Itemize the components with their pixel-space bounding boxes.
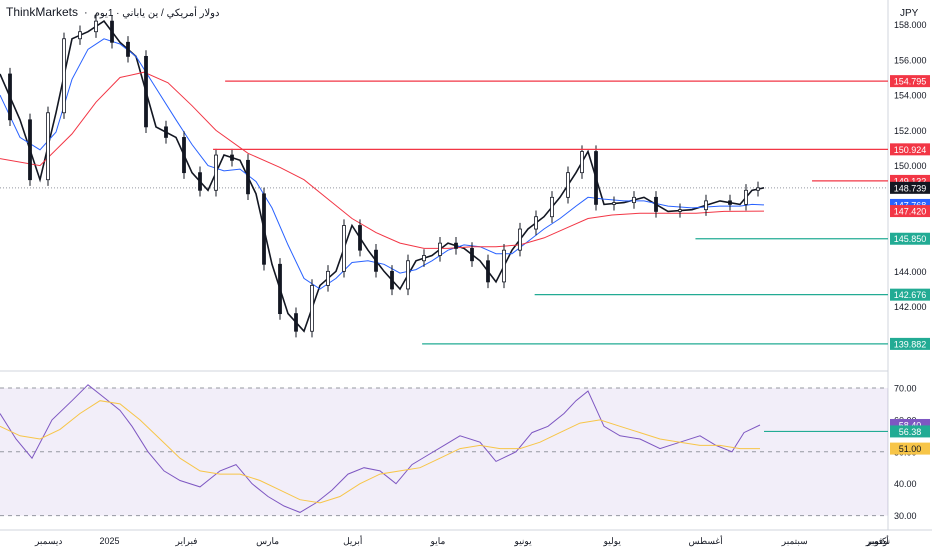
candle-body [756, 187, 760, 191]
candle-body [438, 242, 442, 256]
candle-body [182, 137, 186, 174]
candle-body [486, 260, 490, 283]
level-label: 145.850 [894, 234, 927, 244]
candle-body [230, 154, 234, 161]
candle-body [704, 200, 708, 211]
candle-body [198, 172, 202, 191]
candle-body [728, 200, 732, 205]
candle-body [550, 196, 554, 218]
candle-body [422, 255, 426, 262]
level-label: 149.132 [894, 176, 927, 186]
candle-body [470, 248, 474, 262]
price-tick-label: 156.000 [894, 55, 927, 65]
price-label: 147.420 [894, 207, 927, 217]
candle-body [278, 263, 282, 315]
candle-body [580, 151, 584, 174]
time-tick-label: نوفمبر [865, 536, 890, 547]
time-tick-label: ديسمبر [34, 536, 62, 547]
candle-body [632, 196, 636, 204]
header-separator: · [84, 7, 88, 19]
rsi-value-bg [890, 442, 930, 455]
candle-body [28, 119, 32, 181]
time-tick-label: يوليو [603, 536, 622, 547]
price-label: 148.739 [894, 183, 927, 193]
rsi-value-label: 56.38 [899, 427, 922, 437]
candle-body [294, 313, 298, 332]
level-label-bg [890, 75, 930, 88]
level-label: 154.795 [894, 77, 927, 87]
candle-body [534, 216, 538, 230]
candle-body [164, 126, 168, 138]
candle-body [454, 242, 458, 249]
candle-body [326, 270, 330, 286]
time-tick-label: أغسطس [688, 534, 722, 547]
candle-body [566, 172, 570, 198]
candle-body [502, 249, 506, 283]
candle-body [744, 189, 748, 205]
time-tick-label: أكتوبر [866, 534, 889, 547]
candle-body [246, 159, 250, 195]
candle-body [654, 196, 658, 212]
candle-body [110, 20, 114, 43]
candle-body [310, 285, 314, 332]
time-tick-label: 2025 [99, 536, 119, 546]
broker-name: ThinkMarkets [6, 5, 79, 19]
candle-body [342, 225, 346, 272]
time-tick-label: مايو [430, 536, 446, 547]
rsi-series-rsi [0, 384, 761, 513]
candle-body [46, 112, 50, 181]
chart-header: ThinkMarkets · دولار أمريكي / ين ياباني … [6, 5, 219, 19]
currency-label: JPY [900, 8, 919, 19]
level-label-bg [890, 288, 930, 301]
candle-body [374, 249, 378, 272]
time-tick-label: فبراير [175, 536, 198, 547]
price-tick-label: 144.000 [894, 267, 927, 277]
candle-body [144, 55, 148, 128]
level-label: 142.676 [894, 290, 927, 300]
price-tick-label: 142.000 [894, 302, 927, 312]
candle-body [94, 20, 98, 33]
price-tick-label: 152.000 [894, 126, 927, 136]
level-label-bg [890, 143, 930, 156]
candle-body [62, 38, 66, 114]
rsi-series-rsi_ma [0, 400, 760, 504]
candle-body [78, 31, 82, 40]
candle-body [678, 209, 682, 212]
candle-body [390, 270, 394, 290]
time-tick-label: أبريل [343, 534, 362, 547]
price-label-bg [890, 205, 930, 218]
price-tick-label: 154.000 [894, 91, 927, 101]
rsi-tick-label: 40.00 [894, 479, 917, 489]
rsi-value-bg [890, 425, 930, 438]
time-tick-label: يونيو [514, 536, 533, 547]
candle-body [594, 151, 598, 205]
level-label: 139.882 [894, 339, 927, 349]
candle-body [358, 225, 362, 251]
level-label-bg [890, 337, 930, 350]
price-tick-label: 158.000 [894, 20, 927, 30]
candle-body [612, 202, 616, 205]
series-ma_slow [0, 71, 765, 249]
time-tick-label: سبتمبر [781, 536, 808, 547]
candle-body [262, 193, 266, 265]
rsi-tick-label: 30.00 [894, 511, 917, 521]
candle-body [126, 41, 130, 57]
price-label-bg [890, 181, 930, 194]
time-tick-label: مارس [256, 536, 279, 547]
candle-body [214, 154, 218, 191]
symbol-title[interactable]: دولار أمريكي / ين ياباني · 1يوم [93, 8, 220, 19]
price-tick-label: 150.000 [894, 161, 927, 171]
candle-body [8, 73, 12, 121]
candle-body [518, 228, 522, 251]
rsi-tick-label: 70.00 [894, 383, 917, 393]
rsi-value-label: 51.00 [899, 444, 922, 454]
level-label: 150.924 [894, 145, 927, 155]
level-label-bg [890, 232, 930, 245]
candle-body [406, 260, 410, 290]
